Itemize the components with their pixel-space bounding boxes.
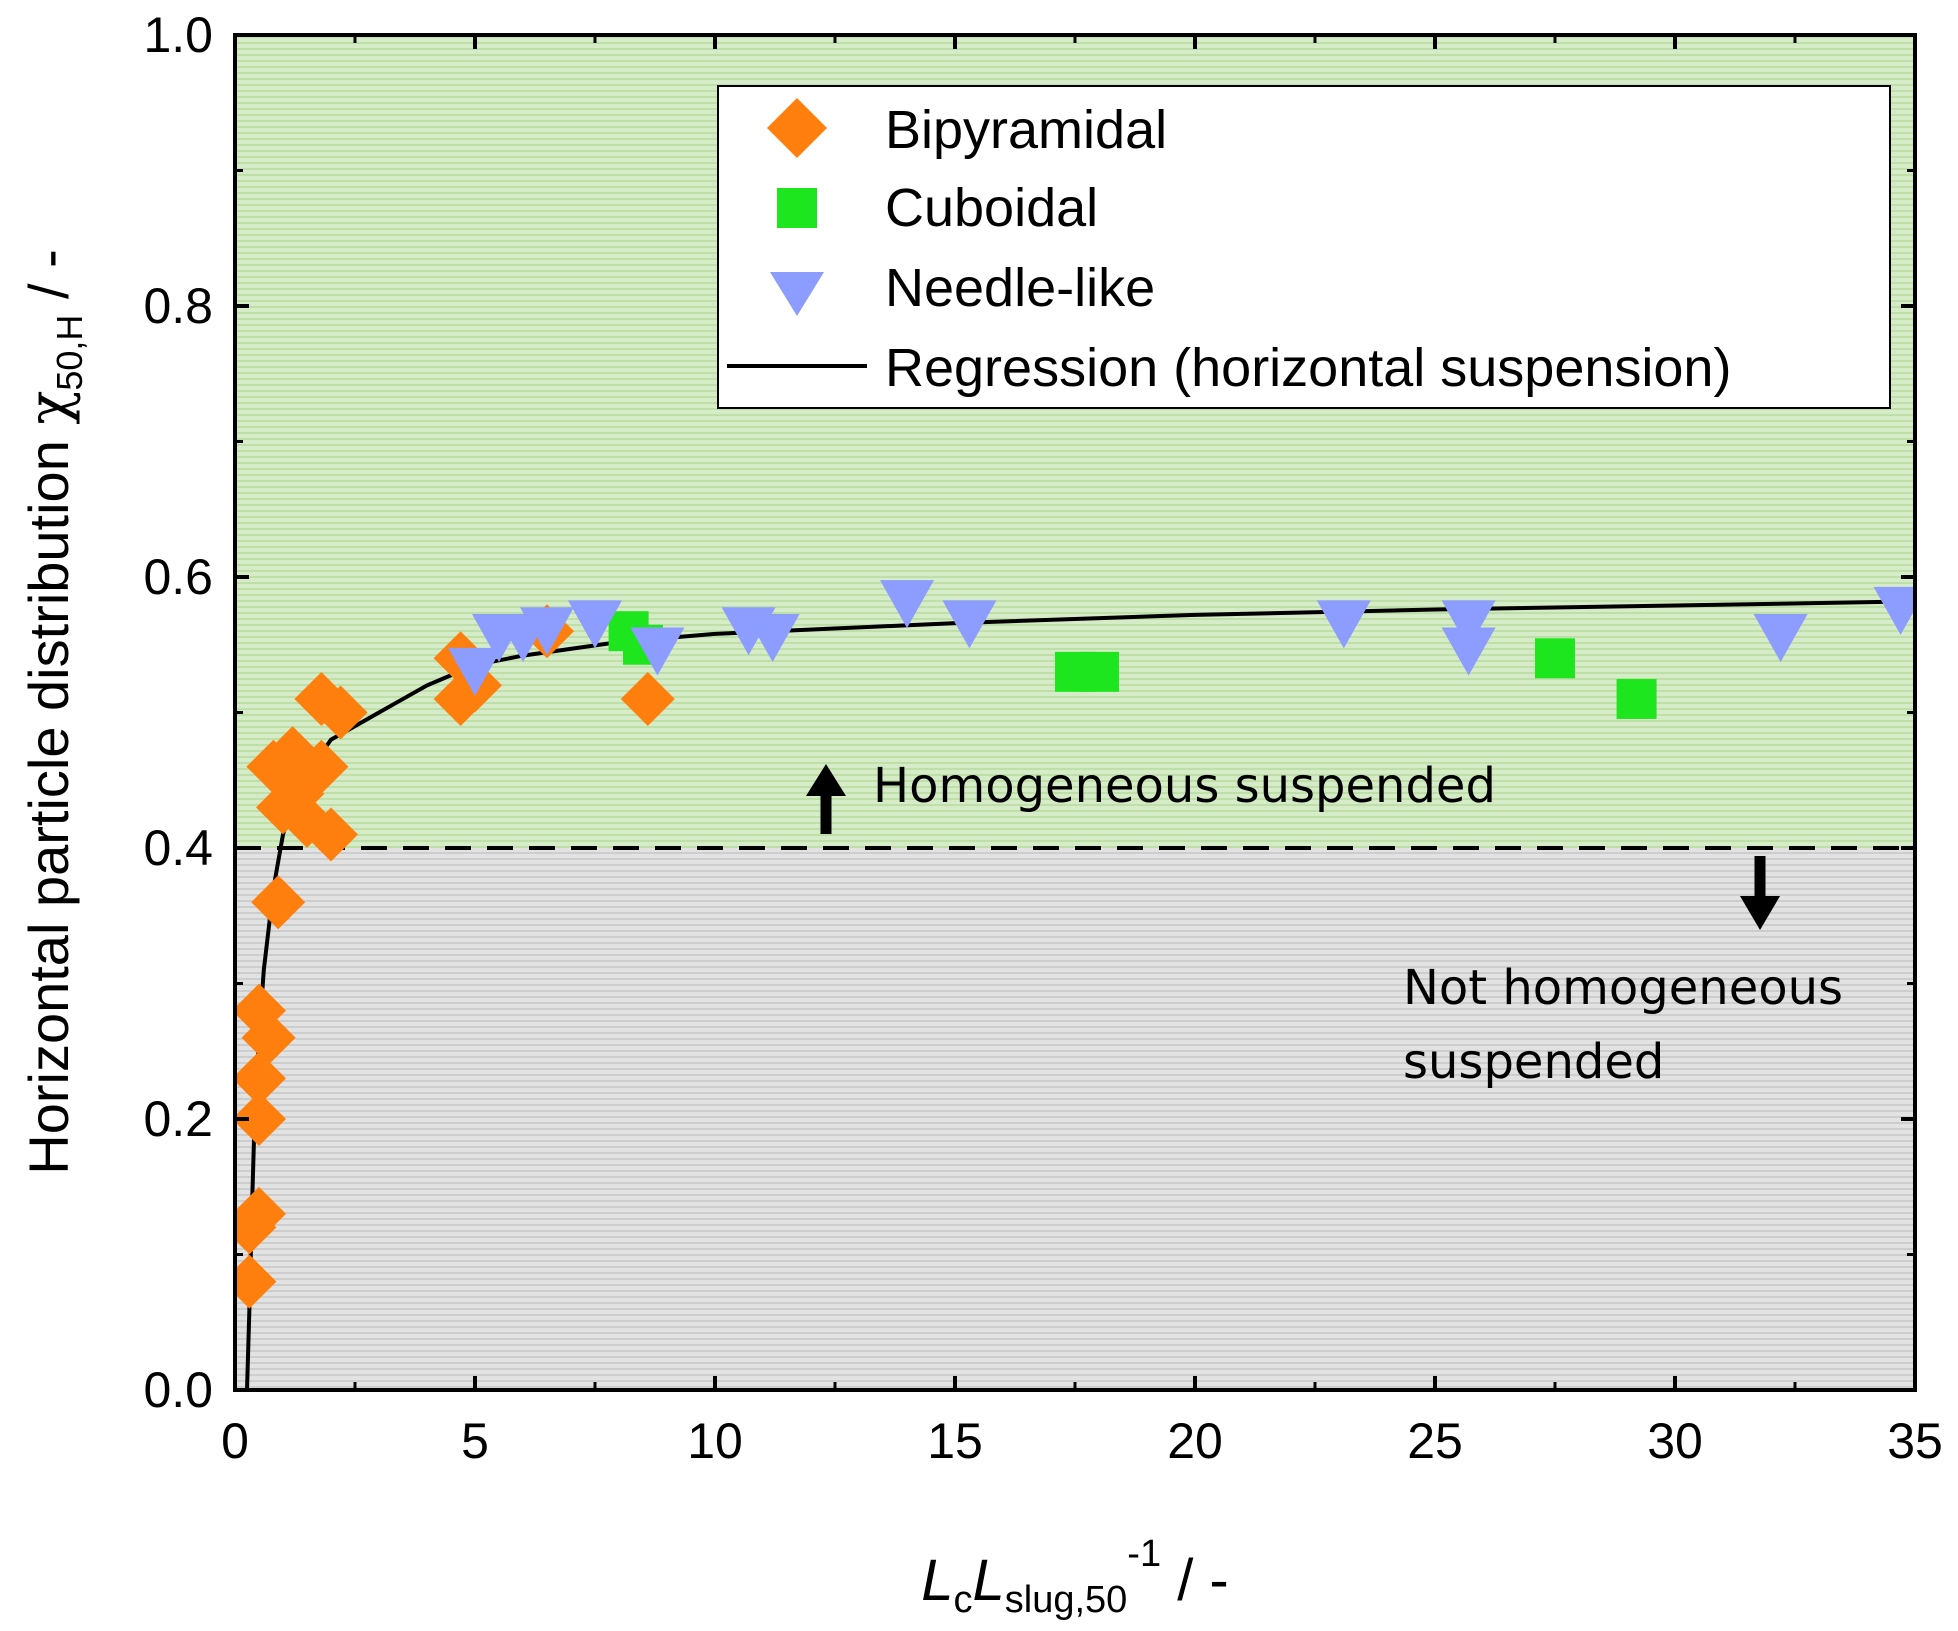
axis-tick-labels: 0 5 10 15 20 25 30 35 0.0 0.2 0.4 0.6 0.8 1.0 <box>143 7 1942 1469</box>
legend-box <box>717 85 1891 409</box>
data-point-cuboidal <box>1079 651 1119 692</box>
data-point-bipyramidal <box>313 685 368 740</box>
legend-triangle-down-icon <box>770 272 824 316</box>
data-point-bipyramidal <box>294 739 349 794</box>
data-point-needle-like <box>630 627 685 676</box>
legend-square-icon <box>777 188 817 228</box>
x-tick-label: 0 <box>221 1413 249 1469</box>
data-point-bipyramidal <box>241 1010 296 1065</box>
data-point-cuboidal <box>1535 638 1575 679</box>
x-axis-title-l2: L <box>972 1548 1004 1613</box>
data-point-bipyramidal <box>235 1186 286 1241</box>
data-point-needle-like <box>1441 627 1496 676</box>
legend-label-regression: Regression (horizontal suspension) <box>885 338 1731 398</box>
annotation-not-homogeneous-1: Not homogeneous <box>1403 960 1843 1016</box>
x-axis-title-sub2: slug,50 <box>1005 1579 1128 1621</box>
legend-item-regression: Regression (horizontal suspension) <box>727 338 1731 398</box>
y-tick-label: 0.6 <box>143 549 213 605</box>
data-point-bipyramidal <box>235 1051 286 1106</box>
data-point-needle-like <box>1873 586 1915 635</box>
legend-label-bipyramidal: Bipyramidal <box>885 100 1167 160</box>
annotation-not-homogeneous-2: suspended <box>1403 1034 1664 1090</box>
arrow-down-icon <box>1740 856 1780 930</box>
data-point-needle-like <box>745 613 800 662</box>
y-tick-label: 0.2 <box>143 1091 213 1147</box>
legend-diamond-icon <box>767 98 827 158</box>
y-axis-title-main: Horizontal particle distribution <box>17 425 80 1175</box>
x-axis-title-l1: L <box>921 1548 953 1613</box>
annotations: Homogeneous suspended Not homogeneous su… <box>806 758 1843 1090</box>
data-point-needle-like <box>1316 600 1371 649</box>
y-tick-label: 0.0 <box>143 1362 213 1418</box>
x-axis-title-sup: -1 <box>1127 1533 1161 1575</box>
legend-label-cuboidal: Cuboidal <box>885 178 1098 238</box>
y-tick-label: 1.0 <box>143 7 213 63</box>
data-point-bipyramidal <box>251 875 306 930</box>
data-point-needle-like <box>1441 600 1496 649</box>
data-point-needle-like <box>1753 613 1808 662</box>
x-axis-title: LcLslug,50-1 / - <box>921 1533 1229 1621</box>
annotation-homogeneous: Homogeneous suspended <box>873 758 1496 814</box>
data-point-needle-like <box>880 580 934 629</box>
legend-item-bipyramidal: Bipyramidal <box>767 98 1167 160</box>
data-point-cuboidal <box>1616 678 1657 719</box>
x-tick-label: 35 <box>1887 1413 1943 1469</box>
data-point-needle-like <box>448 647 502 696</box>
arrow-up-icon <box>806 764 846 834</box>
data-point-bipyramidal <box>235 1092 286 1146</box>
y-tick-label: 0.8 <box>143 278 213 334</box>
data-point-needle-like <box>520 607 574 656</box>
x-tick-label: 5 <box>461 1413 489 1469</box>
x-tick-label: 10 <box>687 1413 743 1469</box>
data-point-needle-like <box>568 600 622 649</box>
x-tick-label: 15 <box>927 1413 983 1469</box>
data-point-bipyramidal <box>235 1254 277 1309</box>
data-point-bipyramidal <box>235 983 286 1038</box>
legend-label-needle: Needle-like <box>885 258 1155 318</box>
not-homogeneous-region <box>235 848 1915 1390</box>
y-tick-label: 0.4 <box>143 820 213 876</box>
y-axis-title-greek: χ <box>17 391 82 425</box>
x-tick-label: 30 <box>1647 1413 1703 1469</box>
x-tick-label: 25 <box>1407 1413 1463 1469</box>
axis-ticks <box>233 33 1917 1392</box>
y-axis-title: Horizontal particle distribution χ50,H /… <box>17 249 90 1174</box>
x-tick-label: 20 <box>1167 1413 1223 1469</box>
data-point-needle-like <box>942 600 997 649</box>
legend-item-cuboidal: Cuboidal <box>777 178 1098 238</box>
y-axis-title-sub: 50,H <box>49 315 90 391</box>
y-axis-title-suffix: / - <box>17 249 80 314</box>
x-axis-title-sub1: c <box>953 1579 972 1621</box>
legend-item-needle: Needle-like <box>770 258 1155 318</box>
legend: Bipyramidal Cuboidal Needle-like Regress… <box>717 85 1891 409</box>
data-points <box>235 580 1915 1309</box>
data-point-bipyramidal <box>304 807 358 862</box>
x-axis-title-suffix: / - <box>1161 1548 1229 1613</box>
data-point-bipyramidal <box>620 671 675 726</box>
